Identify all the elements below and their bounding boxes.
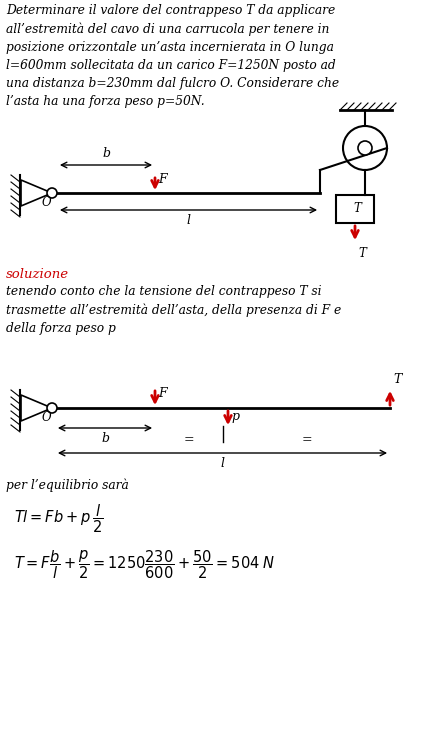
Bar [336, 195, 374, 223]
Circle shape [358, 141, 372, 155]
Text: soluzione: soluzione [6, 268, 69, 281]
Text: l: l [221, 457, 225, 470]
Text: $T = F\dfrac{b}{l} + \dfrac{p}{2} = 1250\dfrac{230}{600} + \dfrac{50}{2} = 504\;: $T = F\dfrac{b}{l} + \dfrac{p}{2} = 1250… [14, 548, 275, 580]
Text: tenendo conto che la tensione del contrappeso T si
trasmette all’estremità dell’: tenendo conto che la tensione del contra… [6, 285, 341, 335]
Text: b: b [102, 147, 110, 160]
Text: =: = [184, 433, 194, 447]
Text: O: O [42, 411, 52, 424]
Text: p: p [231, 410, 239, 423]
Circle shape [343, 126, 387, 170]
Text: T: T [393, 373, 401, 386]
Circle shape [47, 188, 57, 198]
Text: Determinare il valore del contrappeso T da applicare
all’estremità del cavo di u: Determinare il valore del contrappeso T … [6, 4, 339, 108]
Circle shape [47, 403, 57, 413]
Text: =: = [301, 433, 312, 447]
Text: l: l [186, 214, 190, 227]
Text: F: F [158, 173, 166, 186]
Text: b: b [101, 432, 109, 445]
Text: O: O [42, 196, 52, 209]
Text: T: T [353, 203, 361, 215]
Text: F: F [158, 387, 166, 400]
Text: per l’equilibrio sarà: per l’equilibrio sarà [6, 478, 129, 491]
Text: T: T [358, 247, 366, 260]
Text: $Tl = Fb + p\,\dfrac{l}{2}$: $Tl = Fb + p\,\dfrac{l}{2}$ [14, 502, 103, 534]
